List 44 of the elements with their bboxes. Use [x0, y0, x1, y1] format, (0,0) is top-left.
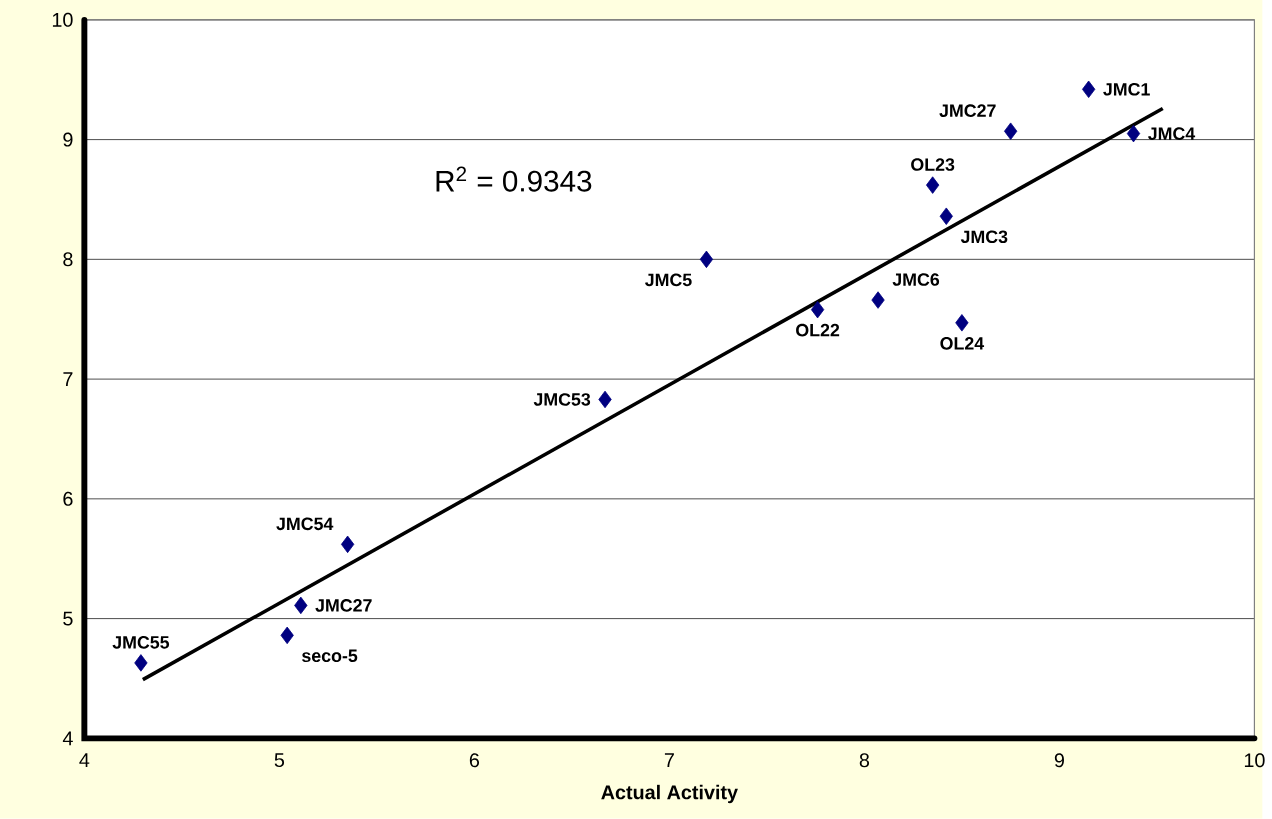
point: [294, 596, 308, 615]
annotation: JMC3: [960, 230, 1008, 244]
annotation: OL22: [796, 324, 840, 337]
annotation: JMC5: [645, 273, 692, 287]
x-tick-label: 5: [274, 753, 285, 768]
annotation: JMC6: [892, 273, 940, 286]
annotation: JMC53: [533, 393, 591, 406]
point: [134, 654, 148, 672]
y-tick-label: 6: [63, 491, 73, 506]
annotation: seco-5: [302, 649, 358, 663]
y-tick-label: 5: [63, 611, 73, 626]
annotation: OL23: [911, 158, 955, 171]
x-tick-label: 9: [1054, 753, 1064, 768]
point: [1126, 125, 1141, 143]
point: [280, 626, 294, 645]
x-tick-label: 4: [79, 753, 90, 767]
y-tick-label: 10: [52, 12, 73, 27]
annotation: JMC1: [1103, 83, 1150, 96]
x-tick-label: 10: [1244, 753, 1265, 768]
annotation: JMC27: [315, 599, 372, 612]
point: [1082, 80, 1096, 99]
x-tick-label: 7: [664, 753, 674, 767]
y-tick-label: 4: [62, 731, 73, 746]
point: [598, 390, 612, 409]
y-tick-label: 7: [63, 372, 73, 387]
point: [871, 291, 885, 309]
point: [926, 176, 940, 194]
x-axis-title: Actual Activity: [601, 784, 738, 804]
y-tick-label: 9: [63, 132, 73, 147]
point: [810, 301, 825, 319]
point: [699, 250, 714, 269]
annotation: JMC54: [276, 517, 334, 531]
point: [1004, 122, 1018, 141]
annotation: JMC55: [112, 636, 170, 649]
annotation: OL24: [940, 337, 985, 350]
annotation: R$^{2}$ = 0.9343: [436, 166, 592, 192]
annotation: JMC4: [1148, 127, 1196, 141]
point: [955, 314, 969, 332]
point: [340, 535, 355, 554]
x-tick-label: 8: [859, 753, 870, 768]
point: [939, 207, 953, 226]
annotation: JMC27: [939, 104, 996, 118]
y-tick-label: 8: [63, 252, 73, 267]
x-tick-label: 6: [469, 753, 480, 768]
